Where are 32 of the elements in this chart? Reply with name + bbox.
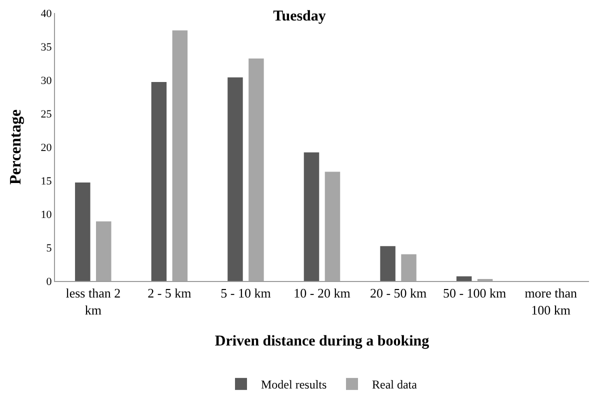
x-tick-label: 5 - 10 km (220, 286, 271, 301)
legend-label: Real data (372, 378, 418, 392)
bar (75, 182, 90, 281)
bar (456, 276, 472, 281)
y-tick-label: 40 (40, 8, 52, 20)
y-tick-label: 30 (40, 74, 52, 87)
x-tick-label: 50 - 100 km (442, 286, 506, 301)
x-tick-label: more than 100 km (524, 286, 578, 318)
bar (401, 254, 416, 281)
bar (96, 221, 112, 281)
bar (304, 152, 320, 281)
y-tick-label: 10 (40, 208, 52, 221)
x-tick-label: less than 2 km (66, 286, 121, 318)
x-axis-title: Driven distance during a booking (214, 334, 430, 350)
y-axis-title: Percentage (8, 109, 25, 185)
x-tick-label: 2 - 5 km (148, 286, 192, 301)
y-tick-label: 20 (40, 142, 52, 154)
bar (172, 30, 188, 281)
bar (151, 82, 167, 281)
y-tick-label: 0 (46, 276, 52, 288)
y-tick-label: 25 (40, 108, 52, 120)
y-tick-label: 5 (46, 242, 52, 254)
bar (324, 172, 340, 281)
bar (248, 58, 264, 281)
x-tick-label: 10 - 20 km (294, 286, 350, 301)
bar (380, 246, 396, 281)
y-tick-label: 15 (40, 175, 52, 188)
y-tick-label: 35 (40, 41, 52, 54)
chart-title: Tuesday (273, 8, 326, 25)
bar (228, 77, 243, 281)
legend-label: Model results (261, 378, 327, 392)
x-tick-label: 20 - 50 km (370, 286, 427, 301)
